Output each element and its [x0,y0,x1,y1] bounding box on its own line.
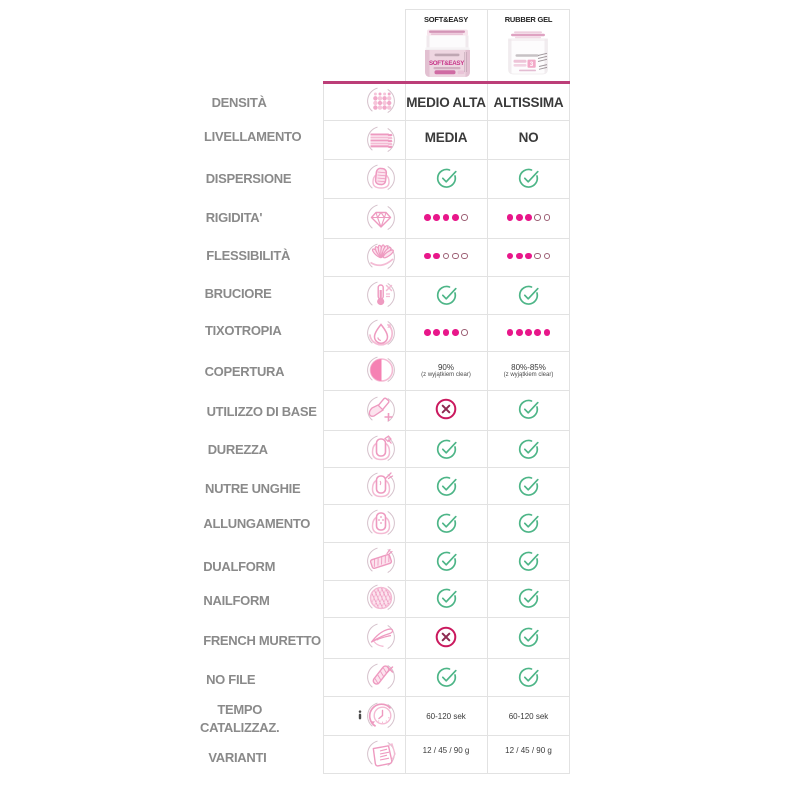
svg-text:SOFT&EASY: SOFT&EASY [429,60,465,67]
svg-text:3: 3 [530,62,534,68]
